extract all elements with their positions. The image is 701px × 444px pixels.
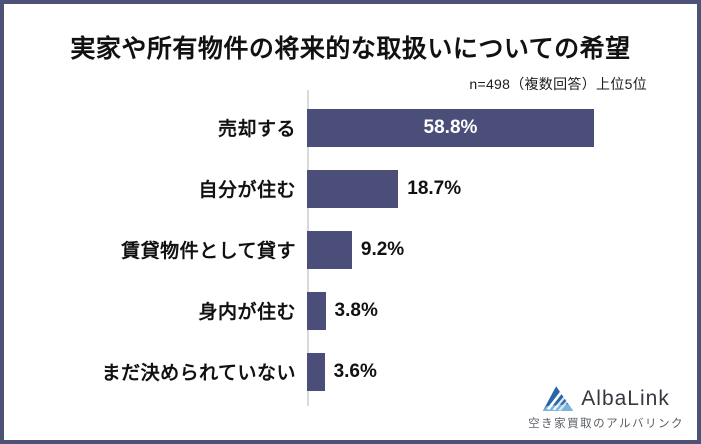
bar-area: 3.8% [307,280,697,341]
bar-area: 58.8% [307,97,697,158]
bar-row: まだ決められていない 3.6% [4,341,697,402]
chart-title: 実家や所有物件の将来的な取扱いについての希望 [70,35,631,63]
value-label: 9.2% [360,238,405,260]
bar: 58.8% [307,108,594,147]
bar-row: 自分が住む 18.7% [4,158,697,219]
albalink-tagline: 空き家買取のアルバリンク [528,418,684,430]
bar-chart: 売却する 58.8% 自分が住む 18.7% 賃貸物件として貸す 9.2% 身内… [4,90,697,407]
mountain-triangle-icon [543,386,574,411]
bar-area: 18.7% [307,158,697,219]
sample-size-note: n=498（複数回答）上位5位 [469,76,647,93]
bar [307,230,352,269]
bar-area: 3.6% [307,341,697,402]
bar-row: 売却する 58.8% [4,97,697,158]
value-label: 58.8% [423,116,478,138]
value-label: 3.6% [333,360,377,382]
albalink-logo-text: AlbaLink [581,386,670,410]
value-label: 3.8% [334,299,378,321]
category-label: まだ決められていない [101,363,296,385]
albalink-logo: AlbaLink 空き家買取のアルバリンク [528,385,684,431]
bar-row: 賃貸物件として貸す 9.2% [4,219,697,280]
value-label: 18.7% [407,177,462,199]
category-label: 売却する [217,119,296,141]
bar [307,169,399,208]
bar [307,352,325,391]
bar-area: 9.2% [307,219,697,280]
albalink-logo-row: AlbaLink [542,385,670,412]
bar [307,291,326,330]
category-label: 自分が住む [198,180,296,202]
bar-row: 身内が住む 3.8% [4,280,697,341]
category-label: 賃貸物件として貸す [121,241,296,263]
category-label: 身内が住む [198,302,296,324]
